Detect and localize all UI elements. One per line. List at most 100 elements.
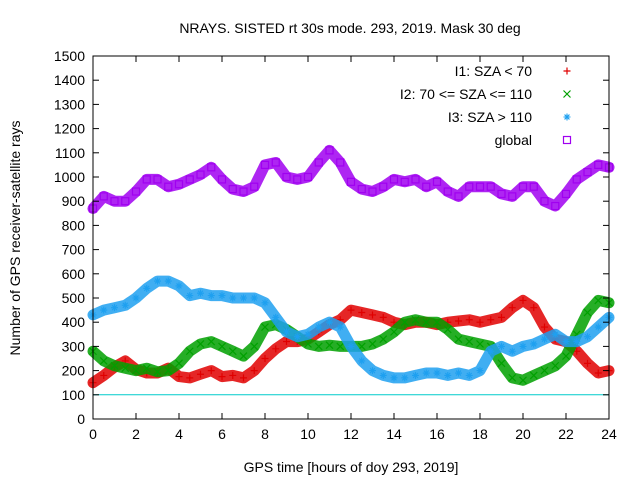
data-point [379, 182, 388, 191]
data-point [250, 342, 259, 351]
y-tick-label: 900 [62, 193, 86, 209]
data-point [250, 294, 258, 302]
x-tick-label: 12 [343, 426, 359, 442]
data-point [508, 373, 517, 382]
data-point [261, 299, 269, 307]
y-tick-label: 1400 [54, 72, 85, 88]
data-point [111, 304, 118, 312]
data-point [390, 327, 398, 336]
tick-layer: 0100200300400500600700800900100011001200… [54, 48, 617, 442]
x-tick-label: 22 [558, 426, 574, 442]
data-point [400, 177, 409, 186]
data-point [164, 366, 173, 375]
data-point [498, 342, 505, 350]
y-tick-label: 300 [62, 338, 86, 354]
data-point [325, 341, 334, 350]
data-point [240, 294, 247, 302]
data-point [518, 182, 528, 191]
data-point [132, 294, 140, 302]
data-point [207, 292, 215, 300]
data-point [185, 347, 194, 356]
data-point [271, 158, 280, 167]
data-point [283, 328, 290, 336]
data-point [433, 369, 441, 377]
series-square [87, 144, 615, 214]
y-tick-label: 600 [62, 266, 86, 282]
data-point [272, 345, 280, 353]
data-point [260, 160, 270, 169]
data-point [175, 373, 183, 381]
data-point [486, 182, 495, 191]
data-point [540, 366, 549, 375]
data-point [487, 316, 495, 324]
data-point [541, 335, 548, 343]
data-point [389, 175, 399, 184]
data-point [573, 338, 581, 346]
data-point [303, 172, 313, 182]
data-point [594, 296, 603, 305]
data-point [411, 315, 420, 324]
data-point [519, 342, 527, 350]
data-point [508, 192, 517, 201]
data-point [197, 289, 204, 297]
data-point [529, 182, 538, 191]
data-point [240, 374, 247, 382]
data-point [541, 323, 548, 331]
y-tick-label: 500 [62, 290, 86, 306]
data-point [594, 323, 602, 331]
data-point [358, 309, 366, 317]
data-point [443, 187, 452, 196]
x-tick-label: 10 [300, 426, 316, 442]
data-point [250, 367, 258, 375]
x-tick-label: 2 [132, 426, 140, 442]
data-point [572, 175, 581, 184]
data-point [476, 340, 484, 348]
data-point [530, 304, 538, 312]
legend-label: global [495, 132, 532, 148]
data-point [132, 366, 140, 375]
data-point [196, 170, 205, 179]
data-point [121, 364, 130, 373]
x-axis-title: GPS time [hours of doy 293, 2019] [244, 459, 459, 475]
data-point [100, 371, 108, 379]
data-point [476, 318, 484, 326]
data-point [561, 189, 571, 199]
data-point [487, 347, 495, 355]
data-point [250, 182, 259, 191]
x-tick-label: 4 [175, 426, 183, 442]
data-point [304, 330, 312, 338]
data-point [390, 374, 398, 382]
x-tick-label: 0 [89, 426, 97, 442]
data-point [283, 338, 290, 346]
data-point [217, 175, 227, 184]
data-point [207, 367, 215, 375]
data-point [185, 175, 194, 184]
data-point [465, 337, 474, 346]
data-point [475, 182, 485, 191]
data-point [239, 187, 248, 196]
data-point [465, 182, 474, 191]
data-point [401, 374, 409, 382]
data-point [368, 187, 377, 196]
data-point [175, 282, 183, 290]
data-point [174, 180, 184, 189]
data-point [207, 337, 216, 346]
data-point [326, 318, 333, 326]
data-point [347, 306, 355, 314]
data-point [175, 359, 183, 368]
data-point [562, 352, 570, 361]
legend-marker [563, 67, 571, 75]
data-point [443, 325, 452, 334]
data-point [433, 318, 441, 327]
data-point [336, 323, 344, 331]
series-band [87, 144, 615, 214]
y-tick-label: 200 [62, 363, 86, 379]
legend-label: I1: SZA < 70 [455, 63, 533, 79]
data-point [228, 347, 237, 356]
chart-title: NRAYS. SISTED rt 30s mode. 293, 2019. Ma… [179, 20, 520, 36]
y-axis-title: Number of GPS receiver-satellite rays [7, 121, 23, 356]
x-tick-label: 24 [601, 426, 617, 442]
data-point [368, 340, 377, 348]
data-point [540, 197, 549, 206]
data-point [422, 369, 430, 377]
